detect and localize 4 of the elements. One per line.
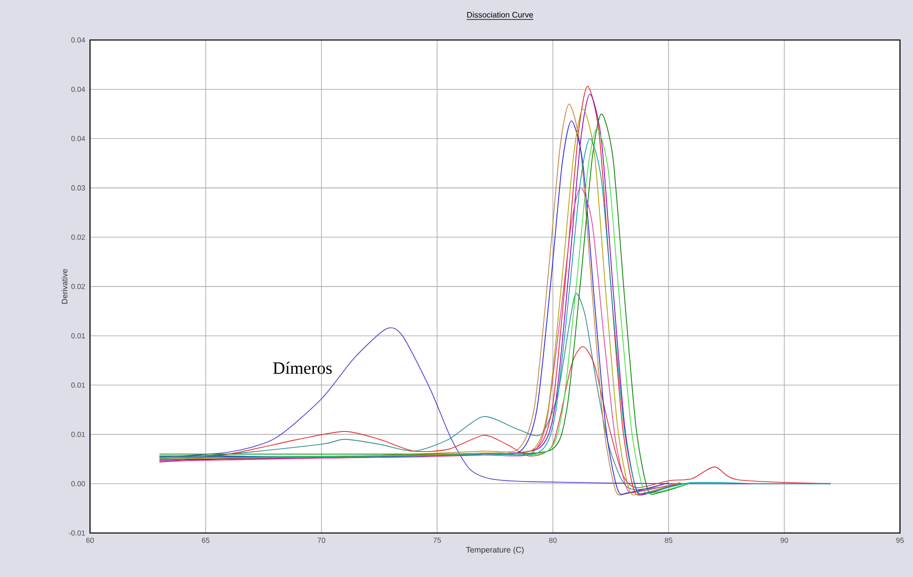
chart-title: Dissociation Curve <box>467 12 533 18</box>
x-axis-title: Temperature (C) <box>466 546 524 554</box>
annotation: Dímeros <box>273 362 332 374</box>
y-axis-title: Derivative <box>62 269 68 304</box>
